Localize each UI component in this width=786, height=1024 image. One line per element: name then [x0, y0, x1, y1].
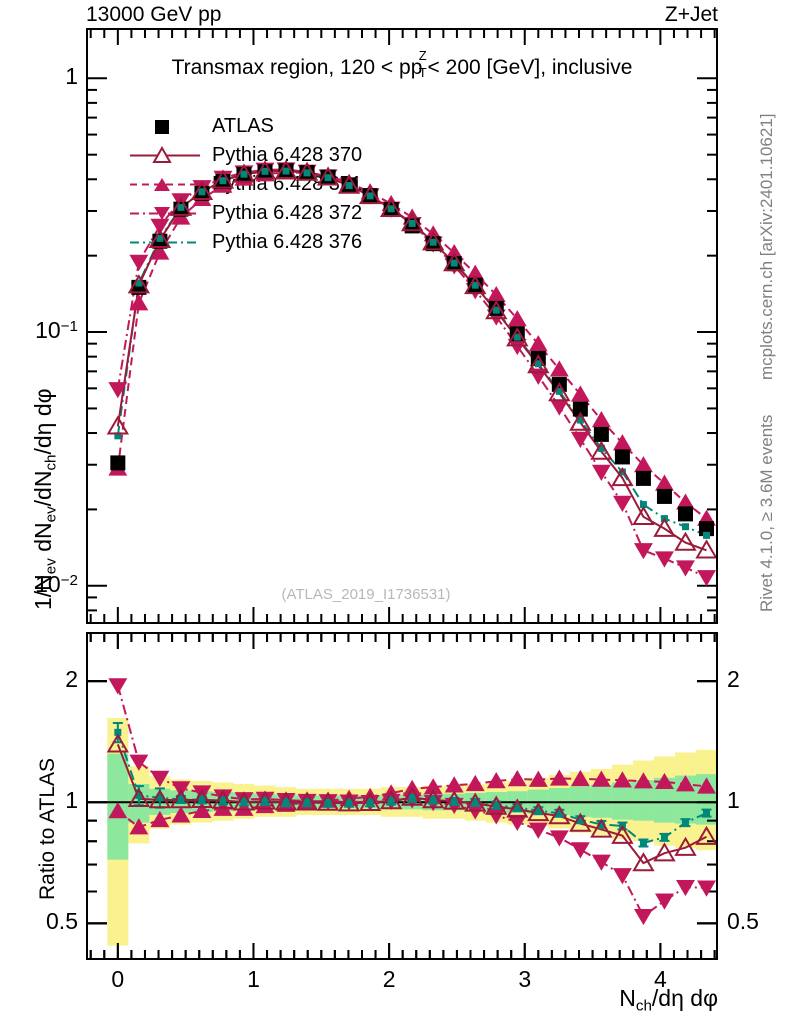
- mcplots-credit: mcplots.cern.ch [arXiv:2401.10621]: [757, 113, 776, 380]
- x-tick-label-4: 4: [653, 966, 667, 992]
- ratio-axis-title: Ratio to ATLAS: [36, 757, 59, 900]
- legend-label: Pythia 6.428 370: [212, 144, 363, 166]
- ratio-tick-label-left-2: 0.5: [46, 908, 78, 935]
- plot-subtitle: Transmax region, 120 < pp T Z < 200 [GeV],…: [171, 48, 633, 80]
- legend-key-filled-square: [128, 112, 202, 141]
- legend-label: Pythia 6.428 376: [212, 231, 363, 253]
- legend-label: Pythia 6.428 372: [212, 202, 363, 224]
- y-tick-label-1: 10−1: [35, 317, 78, 344]
- beam-energy-label: 13000 GeV pp: [86, 3, 222, 26]
- ratio-tick-label-right-1: 1: [727, 787, 740, 814]
- legend-item-atlas[interactable]: ATLAS: [128, 112, 362, 141]
- x-tick-label-3: 3: [518, 966, 532, 992]
- rivet-credit: Rivet 4.1.0, ≥ 3.6M events: [757, 414, 776, 612]
- subtitle-sup: Z: [418, 48, 427, 63]
- legend-label: ATLAS: [212, 115, 274, 137]
- ratio-tick-label-right-2: 0.5: [727, 908, 759, 935]
- process-label: Z+Jet: [664, 3, 718, 26]
- subtitle-post: < 200 [GeV], inclusive: [421, 56, 633, 79]
- ratio-tick-label-right-0: 2: [727, 666, 740, 693]
- subtitle-pre: Transmax region, 120 < p: [171, 56, 411, 79]
- legend-key-filled-triangle-up: [128, 170, 202, 199]
- legend-key-open-triangle-up: [128, 141, 202, 170]
- ratio-tick-label-left-0: 2: [65, 666, 78, 693]
- analysis-watermark: (ATLAS_2019_I1736531): [281, 586, 451, 603]
- y-tick-label-0: 1: [65, 63, 78, 90]
- ratio-tick-label-left-1: 1: [65, 787, 78, 814]
- main-plot-panel: [86, 28, 718, 624]
- x-tick-label-2: 2: [382, 966, 396, 992]
- subtitle-sub: T: [418, 65, 427, 80]
- ratio-plot-panel: [86, 632, 718, 960]
- legend-item-370[interactable]: Pythia 6.428 370: [128, 141, 362, 170]
- y-tick-label-2: 10−2: [35, 570, 78, 597]
- x-axis-title: Nch/dη dφ: [619, 985, 718, 1015]
- x-tick-label-1: 1: [247, 966, 260, 992]
- x-tick-label-0: 0: [111, 966, 125, 992]
